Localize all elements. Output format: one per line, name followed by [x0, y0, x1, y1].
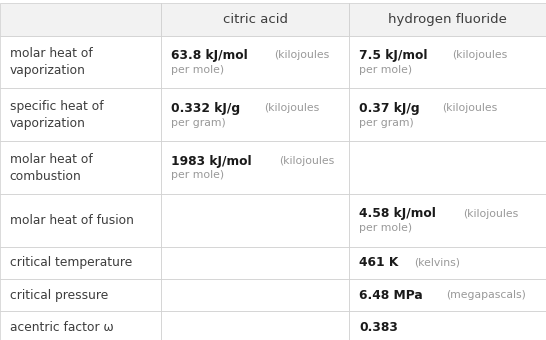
- Text: (kilojoules: (kilojoules: [452, 50, 507, 61]
- Text: (megapascals): (megapascals): [446, 290, 526, 300]
- Text: molar heat of fusion: molar heat of fusion: [10, 214, 134, 227]
- Bar: [161, 141, 349, 194]
- Text: critical temperature: critical temperature: [10, 256, 132, 269]
- Bar: [0, 3, 161, 36]
- Text: 0.383: 0.383: [359, 321, 398, 334]
- Text: per mole): per mole): [359, 65, 412, 75]
- Text: per mole): per mole): [359, 223, 412, 233]
- Text: (kelvins): (kelvins): [414, 258, 460, 268]
- Text: molar heat of
combustion: molar heat of combustion: [10, 153, 93, 183]
- Text: 4.58 kJ/mol: 4.58 kJ/mol: [359, 207, 436, 220]
- Text: 7.5 kJ/mol: 7.5 kJ/mol: [359, 49, 428, 62]
- Bar: [161, 247, 349, 279]
- Bar: [0, 88, 161, 141]
- Text: molar heat of
vaporization: molar heat of vaporization: [10, 47, 93, 77]
- Text: acentric factor ω: acentric factor ω: [10, 321, 114, 334]
- Bar: [0, 194, 161, 247]
- Bar: [161, 279, 349, 311]
- Bar: [161, 88, 349, 141]
- Text: critical pressure: critical pressure: [10, 289, 108, 302]
- Bar: [0, 36, 161, 88]
- Text: citric acid: citric acid: [223, 13, 288, 26]
- Text: per mole): per mole): [171, 170, 224, 180]
- Text: 0.332 kJ/g: 0.332 kJ/g: [171, 102, 240, 115]
- Text: (kilojoules: (kilojoules: [274, 50, 330, 61]
- Text: per gram): per gram): [171, 118, 225, 128]
- Text: 6.48 MPa: 6.48 MPa: [359, 289, 423, 302]
- Text: per gram): per gram): [359, 118, 414, 128]
- Bar: [349, 194, 546, 247]
- Bar: [0, 247, 161, 279]
- Bar: [349, 311, 546, 340]
- Text: (kilojoules: (kilojoules: [280, 156, 335, 166]
- Text: 63.8 kJ/mol: 63.8 kJ/mol: [171, 49, 248, 62]
- Bar: [349, 3, 546, 36]
- Bar: [349, 88, 546, 141]
- Bar: [349, 141, 546, 194]
- Text: per mole): per mole): [171, 65, 224, 75]
- Bar: [0, 279, 161, 311]
- Bar: [0, 311, 161, 340]
- Bar: [349, 247, 546, 279]
- Bar: [349, 279, 546, 311]
- Text: specific heat of
vaporization: specific heat of vaporization: [10, 100, 103, 130]
- Text: 1983 kJ/mol: 1983 kJ/mol: [171, 155, 252, 168]
- Text: hydrogen fluoride: hydrogen fluoride: [388, 13, 507, 26]
- Bar: [349, 36, 546, 88]
- Text: (kilojoules: (kilojoules: [264, 103, 320, 113]
- Bar: [0, 141, 161, 194]
- Text: (kilojoules: (kilojoules: [442, 103, 497, 113]
- Text: 461 K: 461 K: [359, 256, 399, 269]
- Bar: [161, 3, 349, 36]
- Bar: [161, 311, 349, 340]
- Bar: [161, 36, 349, 88]
- Bar: [161, 194, 349, 247]
- Text: (kilojoules: (kilojoules: [463, 209, 518, 219]
- Text: 0.37 kJ/g: 0.37 kJ/g: [359, 102, 420, 115]
